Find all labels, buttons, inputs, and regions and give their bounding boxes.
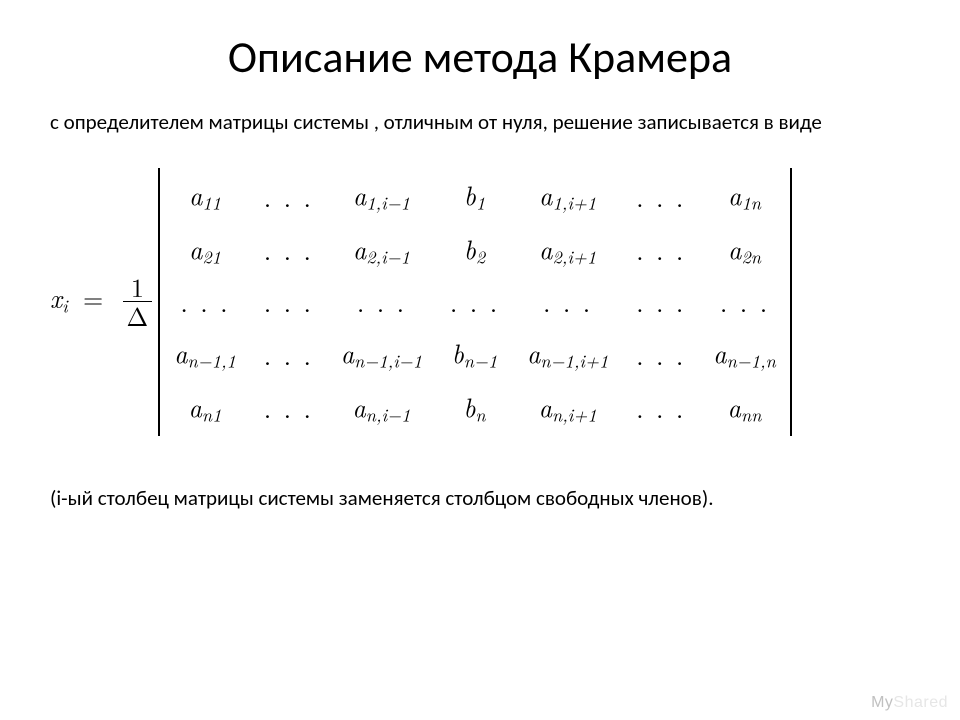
matrix-cell: an,i−1 (352, 388, 410, 428)
matrix-cell: a1n (728, 176, 761, 216)
matrix-cell: . . . (264, 336, 313, 373)
matrix-cell: a1,i+1 (539, 176, 596, 216)
matrix-cell: . . . (543, 283, 592, 320)
lhs-variable: x (50, 279, 62, 316)
watermark-part2: Shared (893, 694, 948, 711)
cramer-formula: xi = 1 Δ a11. . .a1,i−1b1a1,i+1. . .a1na… (50, 168, 910, 435)
matrix-cell: . . . (264, 283, 313, 320)
matrix-cell: an−1,i+1 (527, 334, 608, 374)
formula-lhs: xi = 1 Δ (50, 273, 156, 331)
matrix-cell: . . . (720, 283, 769, 320)
matrix-cell: a2,i+1 (539, 230, 596, 270)
matrix-cell: an−1,n (713, 334, 776, 374)
fraction-denominator: Δ (123, 301, 153, 331)
matrix-cell: . . . (636, 178, 685, 215)
intro-text: с определителем матрицы системы , отличн… (50, 108, 910, 136)
matrix-cell: . . . (636, 283, 685, 320)
lhs-subscript: i (62, 293, 68, 318)
matrix-cell: an−1,i−1 (341, 334, 422, 374)
matrix-cell: bn (463, 388, 485, 428)
watermark-part1: My (871, 694, 893, 711)
matrix-cell: b1 (464, 176, 485, 216)
matrix-cell: a1,i−1 (353, 176, 410, 216)
determinant-right-bar (790, 168, 792, 435)
matrix-cell: bn−1 (452, 334, 497, 374)
matrix-cell: an1 (189, 388, 222, 428)
matrix-cell: ann (728, 388, 762, 428)
fraction: 1 Δ (123, 273, 153, 331)
matrix-cell: . . . (636, 231, 685, 268)
note-text: (i-ый столбец матрицы системы заменяется… (50, 484, 910, 512)
determinant: a11 . . . a1,i−1 b1 a1,i+1 . . . a1n a21 . . . a2… (158, 168, 792, 435)
matrix-cell: . . . (181, 283, 230, 320)
matrix-cell: a2n (728, 230, 761, 270)
page-title: Описание метода Крамера (50, 30, 910, 84)
watermark: MyShared (871, 694, 948, 712)
matrix-cell: . . . (264, 389, 313, 426)
matrix-cell: b2 (464, 230, 485, 270)
matrix-cell: . . . (636, 389, 685, 426)
matrix-cell: a21 (189, 230, 221, 270)
matrix-cell: a2,i−1 (353, 230, 410, 270)
matrix-cell: an−1,1 (174, 334, 236, 374)
matrix-cell: . . . (264, 178, 313, 215)
matrix-cell: a11 (189, 176, 221, 216)
matrix-cell: an,i+1 (539, 388, 597, 428)
matrix-grid: a11 . . . a1,i−1 b1 a1,i+1 . . . a1n a21 . . . a2… (160, 168, 790, 435)
matrix-cell: . . . (450, 283, 499, 320)
matrix-cell: . . . (264, 231, 313, 268)
matrix-cell: . . . (636, 336, 685, 373)
equals-sign: = (83, 279, 103, 316)
slide: Описание метода Крамера с определителем … (0, 0, 960, 720)
matrix-cell: . . . (357, 283, 406, 320)
